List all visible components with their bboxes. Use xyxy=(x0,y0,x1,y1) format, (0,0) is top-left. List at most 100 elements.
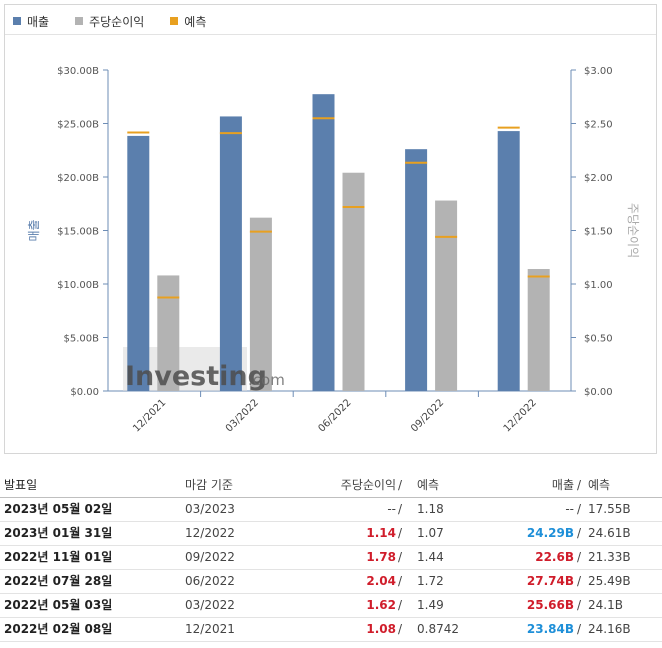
revenue-bar[interactable] xyxy=(405,149,428,391)
row-revenue-forecast: 24.1B xyxy=(588,598,623,612)
row-eps: 1.14 xyxy=(366,526,396,540)
row-date: 2023년 01월 31일 xyxy=(4,526,113,540)
row-slash-revenue: / xyxy=(577,526,582,540)
row-revenue-forecast: 25.49B xyxy=(588,574,631,588)
row-revenue-forecast: 24.61B xyxy=(588,526,631,540)
table-row: 2022년 05월 03일 03/2022 1.62/1.49 25.66B/24.1… xyxy=(0,594,662,618)
revenue-bar[interactable] xyxy=(127,135,150,391)
left-tick-label: $5.00B xyxy=(64,334,100,345)
header-slash-eps: / xyxy=(398,478,403,492)
row-date: 2023년 05월 02일 xyxy=(4,502,113,516)
row-slash-eps: / xyxy=(398,526,403,540)
row-eps-forecast: 1.18 xyxy=(417,502,444,516)
row-revenue: 24.29B xyxy=(526,526,574,540)
x-tick-label: 06/2022 xyxy=(316,397,353,434)
x-tick-label: 12/2022 xyxy=(502,397,539,434)
row-eps-forecast: 0.8742 xyxy=(417,622,459,636)
legend-divider xyxy=(5,34,656,35)
row-revenue-forecast: 17.55B xyxy=(588,502,631,516)
chart-legend: 매출 주당순이익 예측 xyxy=(13,11,232,31)
right-tick-label: $1.50 xyxy=(584,227,613,238)
left-tick-label: $10.00B xyxy=(57,280,99,291)
row-eps-forecast: 1.44 xyxy=(417,550,444,564)
x-tick-label: 09/2022 xyxy=(409,397,446,434)
eps-bar[interactable] xyxy=(435,200,458,391)
right-tick-label: $0.00 xyxy=(584,387,613,398)
header-date[interactable]: 발표일 xyxy=(4,478,38,492)
table-row: 2022년 11월 01일 09/2022 1.78/1.44 22.6B/21.33… xyxy=(0,546,662,570)
table-body: 2023년 05월 02일 03/2023 --/1.18 --/17.55B 2023… xyxy=(0,498,662,642)
legend-label-revenue: 매출 xyxy=(27,14,50,29)
earnings-chart: 매출 주당순이익 예측 $0.00 $5.00B $10.00B $15.00B $20… xyxy=(4,4,657,454)
row-period: 12/2021 xyxy=(185,622,235,636)
revenue-bar[interactable] xyxy=(312,94,335,391)
row-slash-eps: / xyxy=(398,574,403,588)
row-period: 03/2022 xyxy=(185,598,235,612)
right-tick-label: $0.50 xyxy=(584,334,613,345)
row-slash-revenue: / xyxy=(577,598,582,612)
left-axis-title: 매출 xyxy=(27,219,41,241)
row-eps-forecast: 1.07 xyxy=(417,526,444,540)
row-revenue: 22.6B xyxy=(535,550,574,564)
row-eps-forecast: 1.49 xyxy=(417,598,444,612)
row-period: 12/2022 xyxy=(185,526,235,540)
row-slash-eps: / xyxy=(398,550,403,564)
left-tick-label: $15.00B xyxy=(57,227,99,238)
legend-swatch-revenue xyxy=(13,17,21,25)
left-tick-label: $30.00B xyxy=(57,66,99,77)
legend-swatch-eps xyxy=(75,17,84,25)
legend-swatch-forecast xyxy=(170,17,179,25)
row-slash-eps: / xyxy=(398,502,403,516)
eps-bar[interactable] xyxy=(527,269,550,391)
watermark-suffix: .com xyxy=(248,371,285,389)
earnings-table: 발표일 마감 기준 주당순이익 / 예측 매출 / 예측 2023년 05월 0… xyxy=(0,473,662,642)
header-eps-forecast[interactable]: 예측 xyxy=(417,478,440,492)
table-row: 2022년 02월 08일 12/2021 1.08/0.8742 23.84B/24… xyxy=(0,618,662,642)
row-slash-eps: / xyxy=(398,598,403,612)
right-tick-label: $2.50 xyxy=(584,120,613,131)
left-tick-label: $0.00 xyxy=(70,387,99,398)
eps-bar[interactable] xyxy=(157,275,180,391)
row-eps: 1.08 xyxy=(366,622,396,636)
right-tick-label: $2.00 xyxy=(584,173,613,184)
table-header: 발표일 마감 기준 주당순이익 / 예측 매출 / 예측 xyxy=(0,473,662,498)
right-tick-label: $1.00 xyxy=(584,280,613,291)
row-date: 2022년 02월 08일 xyxy=(4,622,113,636)
revenue-bar[interactable] xyxy=(497,131,520,392)
eps-bar[interactable] xyxy=(342,172,365,391)
table-row: 2023년 01월 31일 12/2022 1.14/1.07 24.29B/24.6… xyxy=(0,522,662,546)
row-revenue: 27.74B xyxy=(526,574,574,588)
row-slash-revenue: / xyxy=(577,574,582,588)
row-slash-revenue: / xyxy=(577,550,582,564)
legend-item-eps[interactable]: 주당순이익 xyxy=(75,13,144,30)
row-revenue-forecast: 21.33B xyxy=(588,550,631,564)
left-tick-label: $20.00B xyxy=(57,173,99,184)
row-eps: 2.04 xyxy=(366,574,396,588)
legend-item-revenue[interactable]: 매출 xyxy=(13,13,49,30)
row-revenue-forecast: 24.16B xyxy=(588,622,631,636)
row-period: 03/2023 xyxy=(185,502,235,516)
header-revenue-forecast[interactable]: 예측 xyxy=(588,478,611,492)
right-tick-label: $3.00 xyxy=(584,66,613,77)
revenue-bar[interactable] xyxy=(219,116,242,392)
row-period: 06/2022 xyxy=(185,574,235,588)
right-axis-title: 주당순이익 xyxy=(626,203,640,258)
header-eps[interactable]: 주당순이익 xyxy=(340,478,396,492)
header-revenue[interactable]: 매출 xyxy=(551,478,574,492)
row-slash-eps: / xyxy=(398,622,403,636)
left-tick-label: $25.00B xyxy=(57,120,99,131)
header-slash-revenue: / xyxy=(577,478,582,492)
legend-item-forecast[interactable]: 예측 xyxy=(170,13,206,30)
row-revenue: 25.66B xyxy=(526,598,574,612)
row-slash-revenue: / xyxy=(577,502,582,516)
row-eps: 1.62 xyxy=(366,598,396,612)
eps-bar[interactable] xyxy=(249,217,272,391)
row-revenue: 23.84B xyxy=(526,622,574,636)
legend-label-forecast: 예측 xyxy=(184,14,207,29)
row-date: 2022년 05월 03일 xyxy=(4,598,113,612)
row-period: 09/2022 xyxy=(185,550,235,564)
x-tick-label: 12/2021 xyxy=(131,397,168,434)
header-period[interactable]: 마감 기준 xyxy=(185,478,233,492)
row-eps: 1.78 xyxy=(366,550,396,564)
watermark-brand: Investing xyxy=(125,361,267,392)
